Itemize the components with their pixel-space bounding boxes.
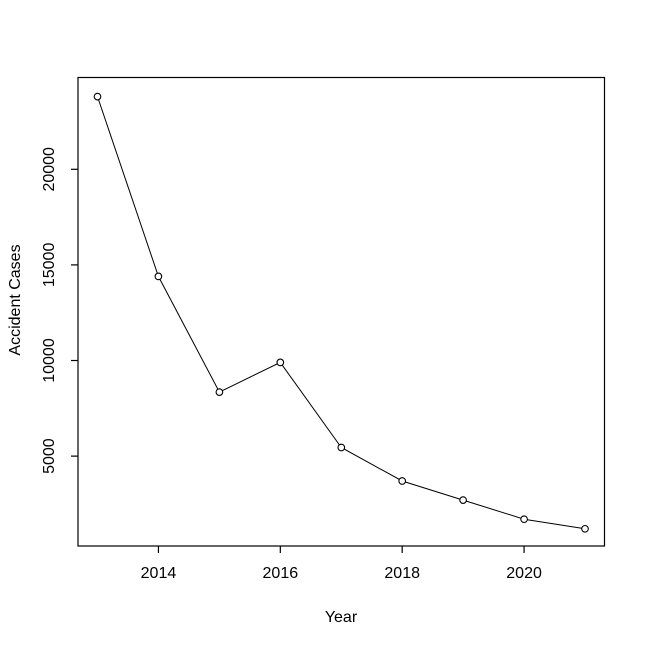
data-point xyxy=(276,358,285,367)
data-point xyxy=(215,388,224,396)
y-tick-label: 20000 xyxy=(41,147,58,192)
data-point xyxy=(154,272,163,281)
y-tick-label: 10000 xyxy=(41,338,58,383)
data-point xyxy=(398,477,407,485)
data-point xyxy=(581,524,589,533)
data-series-group xyxy=(93,92,589,533)
x-axis-label: Year xyxy=(325,609,358,626)
x-tick-label: 2014 xyxy=(141,565,177,582)
plot-box-group xyxy=(77,76,606,547)
data-line xyxy=(97,96,586,530)
y-tick-label: 15000 xyxy=(41,243,58,288)
data-point xyxy=(93,92,102,101)
data-point xyxy=(459,496,467,504)
plot-box xyxy=(77,76,606,547)
x-axis-ticks-group: 2014 2016 2018 2020 xyxy=(141,546,542,582)
x-tick-label: 2016 xyxy=(263,565,299,582)
y-tick-label: 5000 xyxy=(41,438,58,474)
x-tick-label: 2020 xyxy=(506,565,542,582)
data-point xyxy=(520,515,528,524)
x-tick-label: 2018 xyxy=(384,565,420,582)
data-point xyxy=(337,443,346,452)
y-axis-label: Accident Cases xyxy=(7,244,24,355)
y-axis-ticks-group: 5000 10000 15000 20000 xyxy=(41,147,78,474)
